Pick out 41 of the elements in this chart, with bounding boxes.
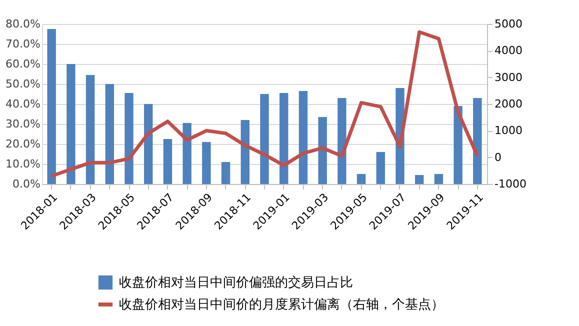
- y-tick-label: 40.0%: [6, 98, 40, 110]
- y2-tick-label: 3000: [494, 70, 522, 84]
- y2-tick-label: 4000: [494, 44, 522, 58]
- y-tick-label: 70.0%: [6, 38, 40, 50]
- bar: [240, 120, 250, 184]
- bar: [318, 117, 327, 184]
- y2-tick-label: 0: [494, 150, 502, 164]
- bar: [105, 84, 114, 184]
- bar: [434, 174, 444, 184]
- y-tick-label: 60.0%: [6, 58, 40, 70]
- y2-tick-label: 5000: [494, 18, 522, 30]
- bar: [66, 64, 76, 184]
- legend-label: 收盘价相对当日中间价的月度累计偏离（右轴，个基点）: [119, 296, 444, 312]
- bar: [163, 139, 172, 184]
- bar: [414, 175, 424, 184]
- bar: [202, 142, 211, 184]
- bar: [298, 91, 308, 184]
- line-series: [50, 30, 480, 178]
- y-tick-label: 50.0%: [6, 78, 40, 90]
- y-tick-label: 20.0%: [6, 138, 40, 150]
- bar: [338, 98, 346, 184]
- bar: [182, 123, 192, 184]
- y-tick-label: 10.0%: [6, 158, 40, 170]
- y2-tick-label: -1000: [494, 178, 526, 190]
- bar: [144, 104, 153, 184]
- bar: [473, 98, 482, 184]
- bar: [376, 152, 385, 184]
- bar: [260, 94, 269, 184]
- y-tick-label: 30.0%: [6, 118, 40, 130]
- y-tick-label: 0.0%: [12, 178, 40, 190]
- y-tick-label: 80.0%: [6, 18, 40, 30]
- bar: [221, 162, 230, 184]
- legend-label: 收盘价相对当日中间价偏强的交易日占比: [119, 274, 353, 290]
- bar: [454, 106, 462, 184]
- bar: [124, 93, 134, 184]
- bar: [356, 174, 366, 184]
- y2-tick-label: 2000: [494, 98, 522, 110]
- bar: [86, 75, 95, 184]
- bar: [280, 93, 288, 184]
- bar: [47, 29, 56, 184]
- y2-tick-label: 1000: [494, 124, 522, 138]
